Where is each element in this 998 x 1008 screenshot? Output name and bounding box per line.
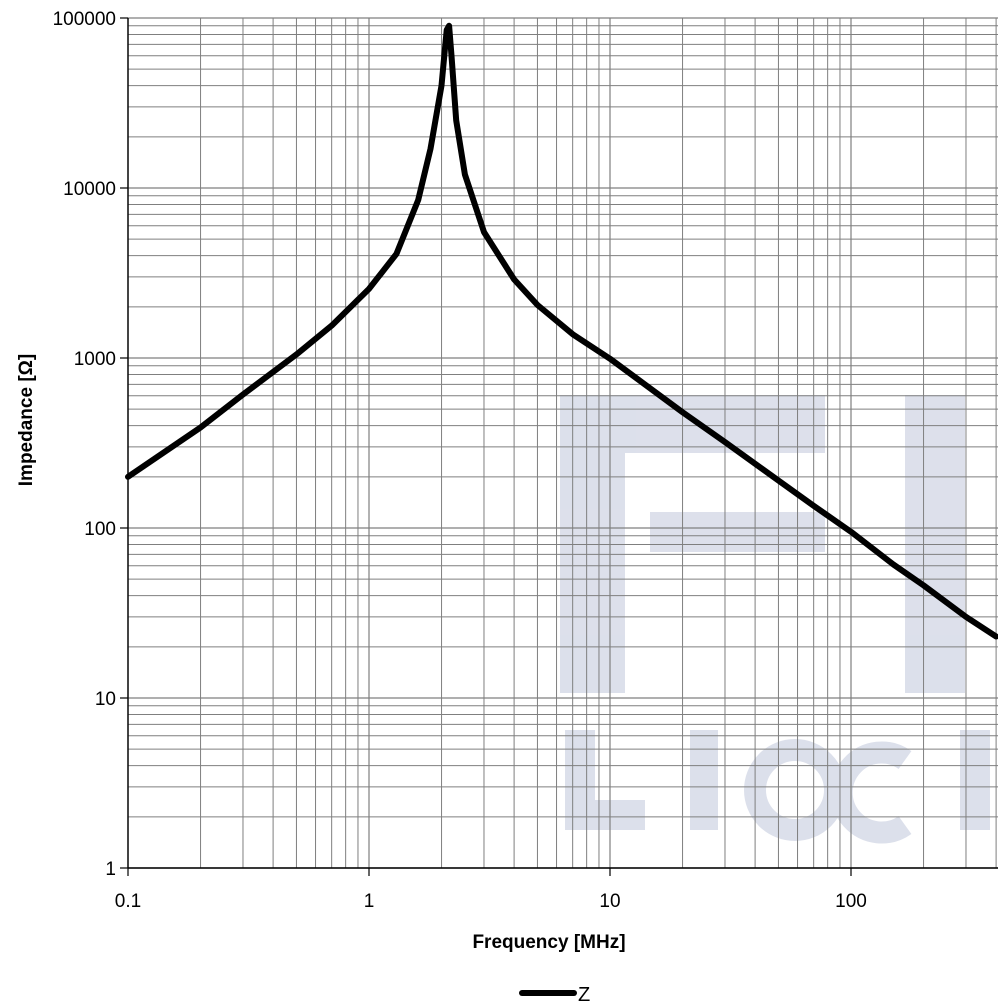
- x-tick-label: 0.1: [115, 891, 141, 912]
- y-axis-title: Impedance [Ω]: [16, 354, 37, 486]
- watermark-logo: [560, 395, 990, 844]
- plot-axes: [127, 18, 998, 869]
- legend: Z: [519, 984, 590, 1006]
- y-tick-label: 100: [84, 519, 116, 540]
- legend-z-label: Z: [578, 984, 590, 1006]
- y-tick-label: 100000: [53, 9, 116, 30]
- plot-grid: [127, 17, 998, 869]
- y-axis-ticks: 1 10 100 1000 10000 100000: [53, 9, 128, 880]
- x-axis-ticks: 0.1 1 10 100: [115, 868, 867, 912]
- y-tick-label: 10: [95, 689, 116, 710]
- x-axis-title: Frequency [MHz]: [472, 932, 625, 953]
- x-tick-label: 100: [835, 891, 867, 912]
- x-tick-label: 10: [599, 891, 620, 912]
- series-z-line: [125, 22, 998, 640]
- y-tick-label: 1: [105, 859, 116, 880]
- x-tick-label: 1: [364, 891, 375, 912]
- y-tick-label: 1000: [74, 349, 116, 370]
- y-tick-label: 10000: [63, 179, 116, 200]
